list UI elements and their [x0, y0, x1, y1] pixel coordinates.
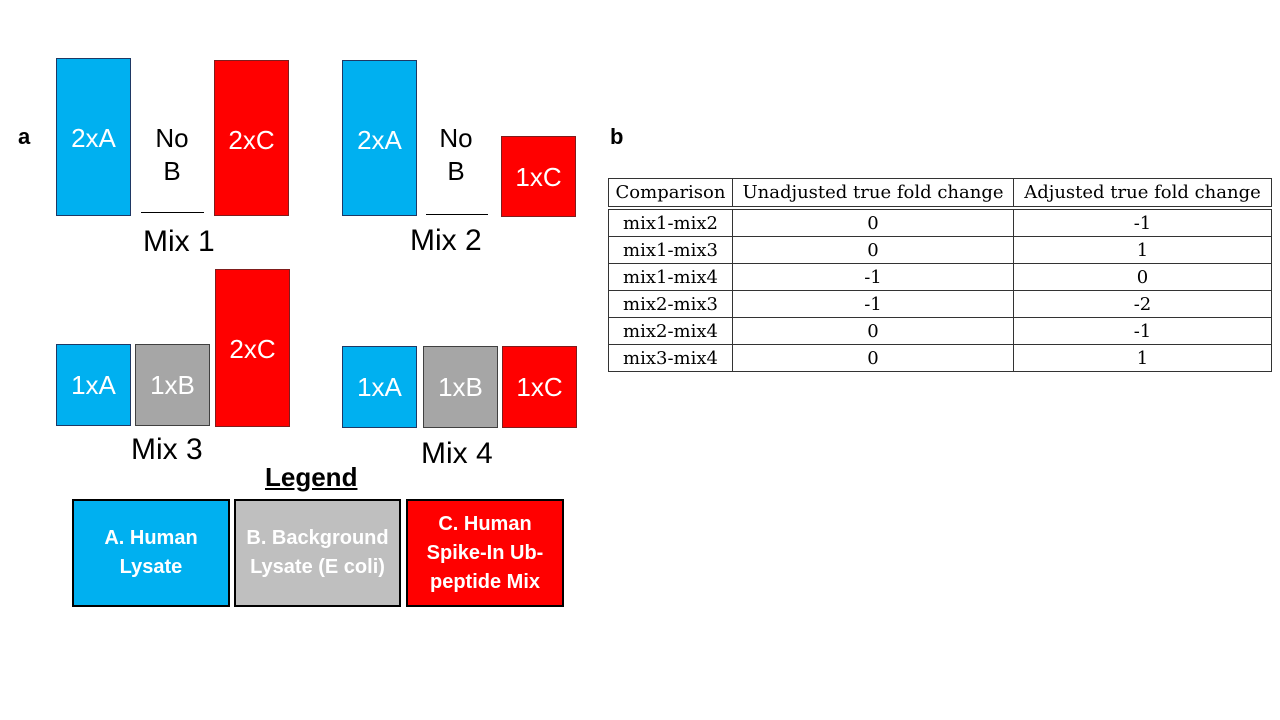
table-cell-adjusted: 0: [1013, 263, 1272, 291]
column-header-unadjusted: Unadjusted true fold change: [732, 178, 1014, 209]
mix3-block-a: 1xA: [56, 344, 131, 426]
table-cell-unadjusted: 0: [732, 236, 1014, 264]
mix1-block-c-label: 2xC: [228, 125, 275, 155]
mix4-block-a-label: 1xA: [357, 372, 402, 402]
table-cell-adjusted: -1: [1013, 317, 1272, 345]
legend-item-c-label: C. Human Spike-In Ub-peptide Mix: [426, 512, 544, 593]
mix1-label: Mix 1: [143, 225, 215, 258]
table-row: mix2-mix3 -1 -2: [608, 290, 1272, 318]
mix4-block-c: 1xC: [502, 346, 577, 428]
panel-b-letter: b: [610, 124, 624, 149]
mix3-block-c: 2xC: [215, 269, 290, 427]
mix1-block-c: 2xC: [214, 60, 289, 216]
table-cell-comparison: mix1-mix4: [608, 263, 733, 291]
mix2-block-b-baseline: [426, 214, 488, 215]
mix4-block-c-label: 1xC: [516, 372, 563, 402]
table-cell-unadjusted: -1: [732, 263, 1014, 291]
table-cell-unadjusted: 0: [732, 317, 1014, 345]
mix1-block-b-baseline: [141, 212, 204, 213]
mix2-label: Mix 2: [410, 224, 482, 257]
mix2-block-c: 1xC: [501, 136, 576, 217]
table-row: mix1-mix4 -1 0: [608, 263, 1272, 291]
mix3-block-b: 1xB: [135, 344, 210, 426]
mix2-block-b-empty: No B: [424, 122, 488, 188]
mix1-block-b-line2: B: [163, 156, 181, 186]
table-cell-adjusted: -1: [1013, 206, 1272, 237]
fold-change-table: Comparison Unadjusted true fold change A…: [608, 178, 1272, 372]
mix1-block-b-line1: No: [155, 123, 189, 153]
table-cell-unadjusted: -1: [732, 290, 1014, 318]
mix1-block-a-label: 2xA: [71, 123, 116, 153]
mix4-block-b: 1xB: [423, 346, 498, 428]
mix4-block-b-label: 1xB: [438, 372, 483, 402]
table-cell-comparison: mix3-mix4: [608, 344, 733, 372]
mix2-block-a: 2xA: [342, 60, 417, 216]
table-cell-adjusted: 1: [1013, 236, 1272, 264]
mix2-block-a-label: 2xA: [357, 125, 402, 155]
table-cell-comparison: mix2-mix4: [608, 317, 733, 345]
table-row: mix2-mix4 0 -1: [608, 317, 1272, 345]
table-header-row: Comparison Unadjusted true fold change A…: [608, 178, 1272, 209]
table-cell-comparison: mix1-mix2: [608, 206, 733, 237]
table-cell-adjusted: 1: [1013, 344, 1272, 372]
column-header-comparison: Comparison: [608, 178, 733, 209]
legend-item-c: C. Human Spike-In Ub-peptide Mix: [406, 499, 564, 607]
table-cell-comparison: mix1-mix3: [608, 236, 733, 264]
legend-item-a: A. Human Lysate: [72, 499, 230, 607]
panel-a-letter: a: [18, 124, 31, 149]
mix3-block-b-label: 1xB: [150, 370, 195, 400]
legend-item-b-label: B. Background Lysate (E coli): [246, 527, 389, 578]
mix1-block-a: 2xA: [56, 58, 131, 216]
mix3-block-c-label: 2xC: [229, 334, 276, 364]
mix4-label: Mix 4: [421, 437, 493, 470]
table-row: mix1-mix3 0 1: [608, 236, 1272, 264]
mix2-block-b-line2: B: [447, 156, 465, 186]
mix4-block-a: 1xA: [342, 346, 417, 428]
legend-item-a-label: A. Human Lysate: [104, 527, 198, 578]
table-cell-comparison: mix2-mix3: [608, 290, 733, 318]
table-cell-adjusted: -2: [1013, 290, 1272, 318]
mix3-block-a-label: 1xA: [71, 370, 116, 400]
mix2-block-c-label: 1xC: [515, 161, 562, 192]
table-cell-unadjusted: 0: [732, 206, 1014, 237]
mix3-label: Mix 3: [131, 433, 203, 466]
table-row: mix3-mix4 0 1: [608, 344, 1272, 372]
legend-title: Legend: [265, 462, 358, 492]
table-cell-unadjusted: 0: [732, 344, 1014, 372]
legend-item-b: B. Background Lysate (E coli): [234, 499, 401, 607]
column-header-adjusted: Adjusted true fold change: [1013, 178, 1272, 209]
mix1-block-b-empty: No B: [140, 122, 204, 188]
table-row: mix1-mix2 0 -1: [608, 206, 1272, 237]
mix2-block-b-line1: No: [439, 123, 473, 153]
